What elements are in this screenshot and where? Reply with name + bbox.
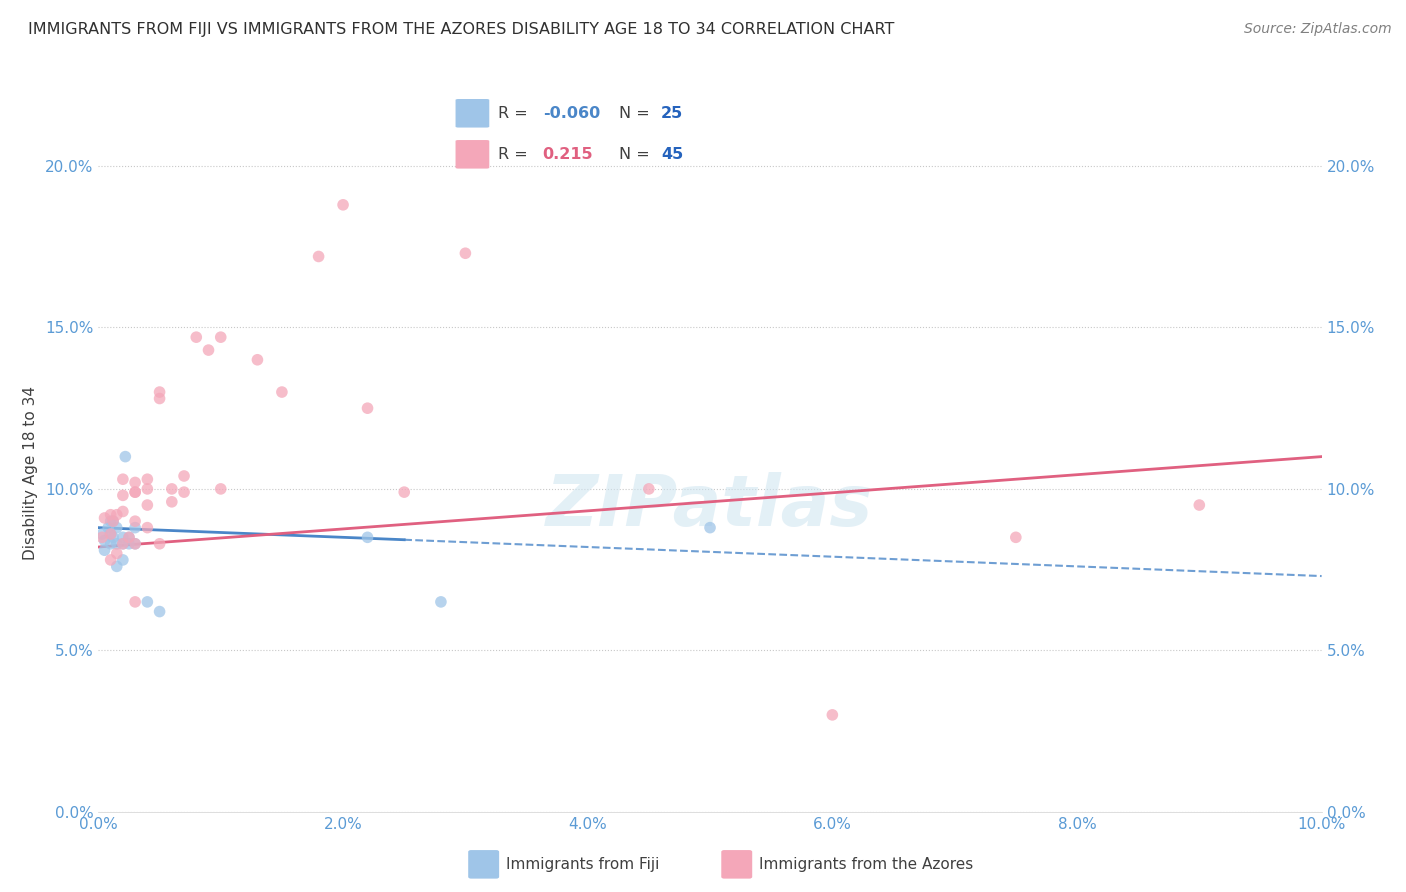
Point xyxy=(124,514,146,528)
Point xyxy=(149,605,172,619)
Point xyxy=(454,246,477,260)
Point xyxy=(308,250,330,264)
Point xyxy=(124,537,146,551)
Text: 45: 45 xyxy=(661,147,683,161)
Point xyxy=(105,508,128,522)
Point xyxy=(118,530,141,544)
Point xyxy=(100,508,122,522)
Point xyxy=(136,482,159,496)
Point xyxy=(136,521,159,535)
Point xyxy=(124,595,146,609)
Point xyxy=(136,595,159,609)
Point xyxy=(124,521,146,535)
Text: Source: ZipAtlas.com: Source: ZipAtlas.com xyxy=(1244,22,1392,37)
Point xyxy=(1188,498,1211,512)
Point xyxy=(136,472,159,486)
Point xyxy=(91,527,114,541)
Point xyxy=(93,543,115,558)
Point xyxy=(118,530,141,544)
Text: 25: 25 xyxy=(661,106,683,120)
Point xyxy=(186,330,208,344)
Point xyxy=(821,707,844,722)
Point xyxy=(101,530,124,544)
Point xyxy=(100,527,122,541)
FancyBboxPatch shape xyxy=(456,99,489,128)
Point xyxy=(91,530,114,544)
Text: -0.060: -0.060 xyxy=(543,106,600,120)
Point xyxy=(105,546,128,560)
Point xyxy=(246,352,269,367)
Text: IMMIGRANTS FROM FIJI VS IMMIGRANTS FROM THE AZORES DISABILITY AGE 18 TO 34 CORRE: IMMIGRANTS FROM FIJI VS IMMIGRANTS FROM … xyxy=(28,22,894,37)
Point xyxy=(356,530,378,544)
Point xyxy=(100,514,122,528)
Point xyxy=(160,495,183,509)
Point xyxy=(149,537,172,551)
Text: N =: N = xyxy=(619,106,655,120)
Point xyxy=(101,514,124,528)
Point xyxy=(332,198,354,212)
Text: Immigrants from the Azores: Immigrants from the Azores xyxy=(759,857,973,871)
Text: R =: R = xyxy=(498,147,533,161)
Point xyxy=(111,488,134,502)
Point xyxy=(1004,530,1026,544)
Point xyxy=(124,485,146,500)
Text: 0.215: 0.215 xyxy=(543,147,593,161)
FancyBboxPatch shape xyxy=(456,140,489,169)
Point xyxy=(136,498,159,512)
Point xyxy=(149,385,172,400)
Point xyxy=(93,533,115,548)
Point xyxy=(100,537,122,551)
Point xyxy=(637,482,661,496)
Point xyxy=(111,553,134,567)
Point xyxy=(124,475,146,490)
Text: R =: R = xyxy=(498,106,533,120)
Point xyxy=(111,504,134,518)
Point xyxy=(105,521,128,535)
Text: N =: N = xyxy=(619,147,655,161)
Point xyxy=(197,343,219,357)
Point xyxy=(149,392,172,406)
Point xyxy=(270,385,292,400)
Point xyxy=(124,485,146,500)
Point xyxy=(97,521,120,535)
Point xyxy=(699,521,721,535)
Point xyxy=(111,472,134,486)
Point xyxy=(356,401,378,416)
Point xyxy=(105,559,128,574)
Point xyxy=(114,450,136,464)
Point xyxy=(111,537,134,551)
Point xyxy=(124,537,146,551)
Text: ZIPatlas: ZIPatlas xyxy=(547,472,873,541)
Text: Immigrants from Fiji: Immigrants from Fiji xyxy=(506,857,659,871)
Point xyxy=(93,511,115,525)
Point xyxy=(209,482,232,496)
Point xyxy=(160,482,183,496)
Point xyxy=(111,537,134,551)
Point xyxy=(430,595,453,609)
Point xyxy=(173,485,195,500)
Point xyxy=(101,514,124,528)
Point xyxy=(111,530,134,544)
Point xyxy=(100,527,122,541)
Point xyxy=(209,330,232,344)
Point xyxy=(105,537,128,551)
Point xyxy=(118,537,141,551)
Point xyxy=(100,553,122,567)
Point xyxy=(392,485,416,500)
Point xyxy=(173,469,195,483)
Y-axis label: Disability Age 18 to 34: Disability Age 18 to 34 xyxy=(24,385,38,560)
